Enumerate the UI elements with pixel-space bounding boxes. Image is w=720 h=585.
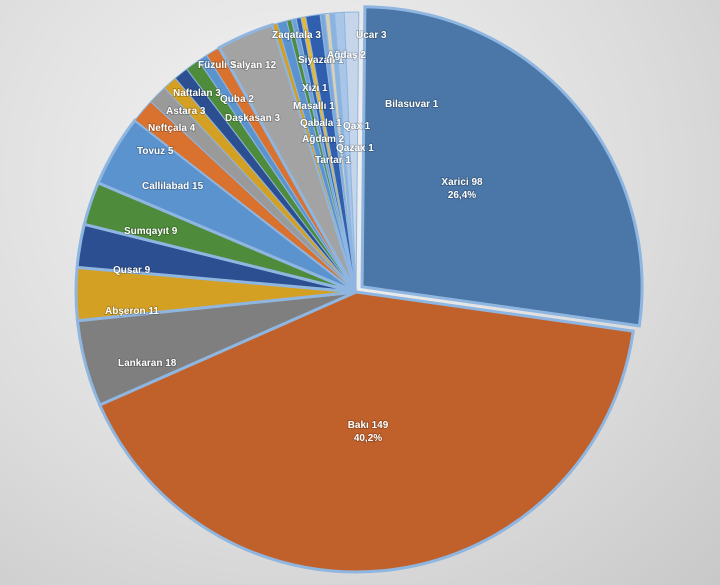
data-label: Sumqayıt 9 xyxy=(124,226,178,237)
data-label: Daşkasan 3 xyxy=(225,113,280,124)
data-label: Siyazan 1 xyxy=(298,55,344,66)
data-label: Qusar 9 xyxy=(113,265,151,276)
data-label: Neftçala 4 xyxy=(148,123,196,134)
data-label: Bakı 149 40,2% xyxy=(348,420,389,444)
data-label: Xızı 1 xyxy=(302,83,328,94)
data-label: Bilasuvar 1 xyxy=(385,99,439,110)
data-label: Abşeron 11 xyxy=(105,306,159,317)
data-label: Füzuli 3 xyxy=(198,60,236,71)
data-label: Quba 2 xyxy=(220,94,254,105)
pie-slice-bakı xyxy=(97,290,635,574)
data-label: Salyan 12 xyxy=(230,60,277,71)
data-label: Callilabad 15 xyxy=(142,181,204,192)
data-label: Tartar 1 xyxy=(315,155,351,166)
pie-slice-xarici xyxy=(360,5,644,328)
data-label: Xarici 98 26,4% xyxy=(441,177,483,201)
data-label: Ağdam 2 xyxy=(302,134,345,145)
data-label: Zaqatala 3 xyxy=(272,30,321,41)
data-label: Naftalan 3 xyxy=(173,88,221,99)
data-label: Qabala 1 xyxy=(300,118,342,129)
data-label: Ağdaş 2 xyxy=(327,50,366,61)
data-label: Ucar 3 xyxy=(356,30,387,41)
pie-slice-ucar xyxy=(343,11,360,293)
data-label: Tovuz 5 xyxy=(137,146,174,157)
data-label: Qazax 1 xyxy=(336,143,374,154)
data-label: Lankaran 18 xyxy=(118,358,177,369)
data-label: Masallı 1 xyxy=(293,101,335,112)
data-label: Qax 1 xyxy=(343,121,371,132)
data-label: Astara 3 xyxy=(166,106,206,117)
